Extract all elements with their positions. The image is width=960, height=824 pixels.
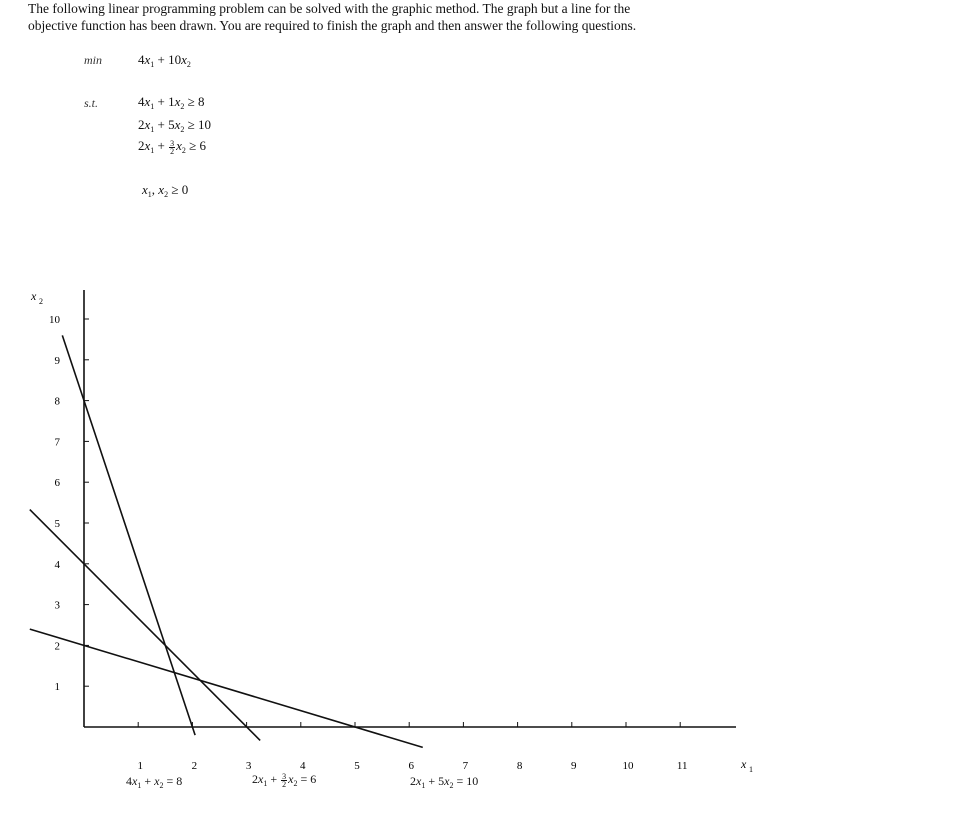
intro-line-2: objective function has been drawn. You a… bbox=[28, 18, 637, 33]
objective-function: 4x1 + 10x2 bbox=[138, 52, 191, 69]
constraint-3: 2x1 + 3 2 x2 ≥ 6 bbox=[138, 138, 207, 156]
x-tick-label-7: 7 bbox=[463, 760, 469, 772]
x-tick-label-4: 4 bbox=[300, 760, 306, 772]
x-tick-label-10: 10 bbox=[623, 760, 635, 772]
constraint-1: 4x1 + 1x2 ≥ 8 bbox=[138, 94, 205, 111]
x-tick-label-11: 11 bbox=[677, 760, 688, 772]
x-tick-label-9: 9 bbox=[571, 760, 577, 772]
y-tick-label-4: 4 bbox=[55, 559, 61, 571]
line-label-1: 4x1 + x2 = 8 bbox=[126, 774, 183, 790]
y-tick-label-10: 10 bbox=[49, 314, 61, 326]
nonnegativity: x1, x2 ≥ 0 bbox=[142, 182, 189, 199]
constraint-line-2 bbox=[29, 508, 261, 742]
y-tick-label-5: 5 bbox=[55, 518, 61, 530]
x-tick-label-2: 2 bbox=[192, 760, 198, 772]
problem-statement: The following linear programming problem… bbox=[28, 0, 748, 34]
y-tick-label-3: 3 bbox=[55, 600, 61, 612]
y-axis-label-sub: 2 bbox=[39, 297, 43, 306]
x-tick-label-3: 3 bbox=[246, 760, 252, 772]
lp-formulation: min 4x1 + 10x2 s.t. 4x1 + 1x2 ≥ 8 2x1 + … bbox=[0, 0, 960, 220]
y-tick-label-2: 2 bbox=[55, 640, 61, 652]
y-tick-label-6: 6 bbox=[55, 477, 61, 489]
constraint-line-3 bbox=[29, 628, 423, 749]
constraint-line-1 bbox=[61, 335, 196, 736]
line-label-2: 2x1 + 3 2 x2 = 6 bbox=[252, 771, 317, 789]
x-tick-label-8: 8 bbox=[517, 760, 523, 772]
y-tick-label-8: 8 bbox=[55, 396, 61, 408]
x-tick-label-6: 6 bbox=[408, 760, 414, 772]
y-tick-label-9: 9 bbox=[55, 355, 61, 367]
intro-line-1: The following linear programming problem… bbox=[28, 1, 631, 16]
x-tick-label-5: 5 bbox=[354, 760, 360, 772]
x-axis-label: x bbox=[740, 757, 747, 771]
y-tick-label-7: 7 bbox=[55, 436, 61, 448]
x-tick-label-1: 1 bbox=[137, 760, 143, 772]
line-label-3: 2x1 + 5x2 = 10 bbox=[410, 774, 479, 790]
x-axis-label-sub: 1 bbox=[749, 765, 753, 774]
y-tick-label-1: 1 bbox=[55, 681, 61, 693]
constraint-2: 2x1 + 5x2 ≥ 10 bbox=[138, 117, 212, 134]
st-label: s.t. bbox=[84, 96, 99, 110]
y-axis-label: x bbox=[30, 289, 37, 303]
min-label: min bbox=[84, 53, 102, 67]
